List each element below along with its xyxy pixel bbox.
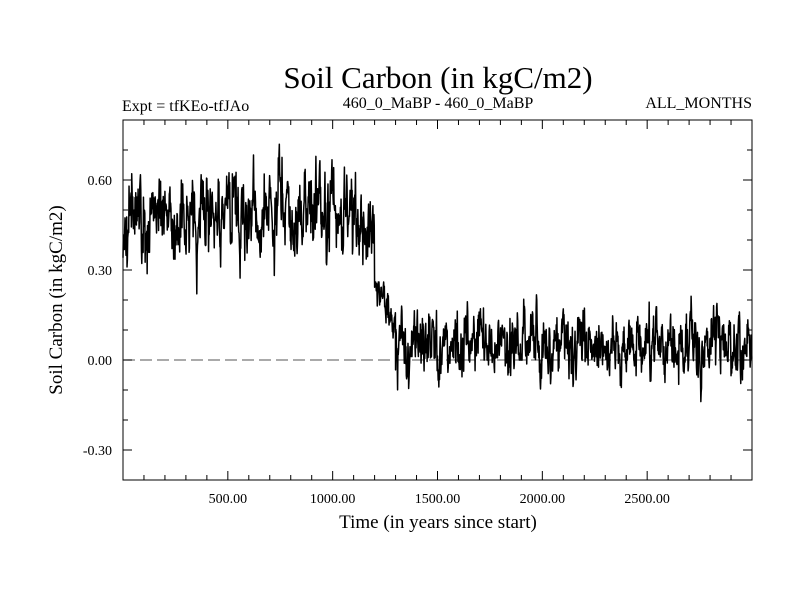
chart-subtitle-right: ALL_MONTHS (645, 95, 752, 112)
x-tick-label: 2000.00 (520, 492, 566, 507)
y-tick-label: 0.60 (88, 174, 113, 189)
x-axis-label: Time (in years since start) (339, 512, 537, 533)
y-tick-label: 0.00 (88, 354, 113, 369)
x-tick-label: 2500.00 (624, 492, 670, 507)
chart-subtitle-center: 460_0_MaBP - 460_0_MaBP (343, 95, 534, 112)
y-axis-label: Soil Carbon (in kgC/m2) (46, 205, 67, 394)
x-tick-label: 500.00 (209, 492, 248, 507)
y-tick-label: 0.30 (88, 264, 113, 279)
plot-area: 500.00 1000.00 1500.00 2000.00 2500.00 -0.30 0… (83, 119, 753, 507)
plot-frame (122, 119, 753, 481)
chart-title: Soil Carbon (in kgC/m2) (283, 60, 592, 95)
series-line-0 (122, 143, 753, 403)
x-tick-label: 1000.00 (310, 492, 356, 507)
chart-subtitle-left: Expt = tfKEo-tfJAo (122, 98, 249, 115)
y-tick-label: -0.30 (83, 444, 112, 459)
x-tick-label: 1500.00 (415, 492, 461, 507)
